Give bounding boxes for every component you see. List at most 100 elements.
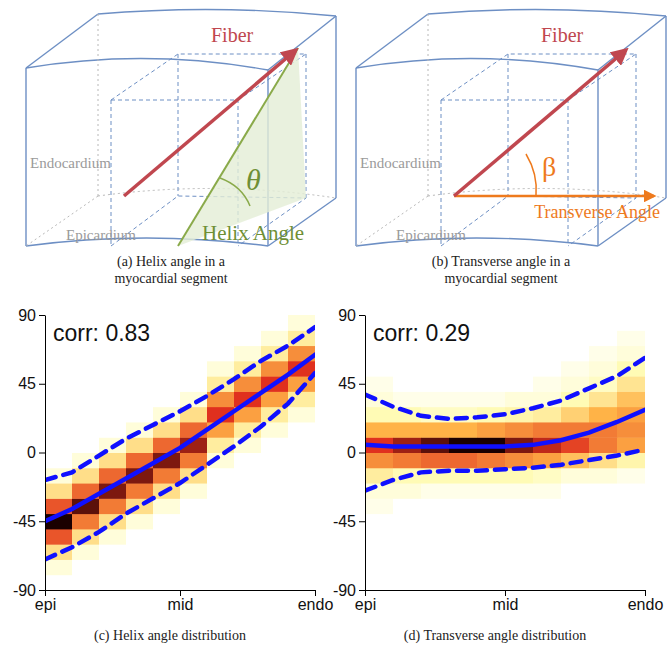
tick-label: mid [493,596,519,613]
caption: (a) Helix angle in a [117,254,226,270]
cell [449,514,478,530]
cell [153,498,181,514]
tick-label: 0 [347,444,356,461]
block-edge [356,58,598,70]
cell [589,559,618,575]
block-edge [26,14,98,68]
cell [477,361,506,377]
tick: -45 [333,513,365,530]
tick-label: endo [298,596,334,613]
x-axis: epimidendo [35,590,334,613]
cell [45,483,73,499]
cell [561,575,590,590]
cell [261,483,289,499]
cell [261,544,289,560]
cell [421,498,450,514]
cell [234,468,262,484]
cell [449,575,478,590]
cell [393,529,422,545]
axis-line [365,316,366,591]
cell [421,514,450,530]
inner-plane [306,54,307,198]
cell [72,544,100,560]
cell [561,529,590,545]
cell [126,361,154,377]
cell [589,575,618,590]
figure: FiberEndocardiumEpicardiumθHelix Angle(a… [0,0,672,658]
cell [72,468,100,484]
cell [99,361,127,377]
cell [617,559,645,575]
tick-mark [39,590,45,591]
cell [505,346,534,362]
cell [99,575,127,590]
cell [617,529,645,545]
block-edge [25,68,26,246]
tick: 90 [338,307,365,324]
cell [421,575,450,590]
tick: endo [298,590,334,613]
cell [72,361,100,377]
cell [393,498,422,514]
tick-mark [315,590,316,596]
tick: 0 [347,444,365,461]
cell [180,514,208,530]
cell [99,391,127,407]
cell [617,483,645,499]
tick-label: mid [168,596,194,613]
cell [234,346,262,362]
cell [261,529,289,545]
cell [126,437,154,453]
tick-mark [359,384,365,385]
cell [126,376,154,392]
cell [234,453,262,469]
cell [72,559,100,575]
tick-mark [505,590,506,596]
annotation: corr: 0.29 [373,320,470,346]
cell [477,483,506,499]
cell [234,514,262,530]
cell [449,361,478,377]
cell [505,315,534,331]
cell [207,559,235,575]
annotation: corr: 0.83 [53,320,150,346]
tick-label: 0 [27,444,36,461]
inner-plane [441,54,636,100]
cell [72,422,100,438]
cell [533,330,562,346]
cell [288,514,315,530]
tick-mark [365,590,366,596]
cell [45,575,73,590]
cell [477,575,506,590]
inner-plane [111,100,112,246]
angle-plane [178,48,306,246]
inner-plane [178,54,179,196]
tick: 45 [18,375,45,392]
cell [561,330,590,346]
cell [288,437,315,453]
cell [589,514,618,530]
surface-label: Epicardium [396,227,466,243]
cell [533,498,562,514]
caption: (d) Transverse angle distribution [404,628,586,644]
cell [477,330,506,346]
cell [288,453,315,469]
cell [207,498,235,514]
caption: myocardial segment [444,271,557,286]
block-edge [355,68,356,246]
cell [45,407,73,423]
cell [449,376,478,392]
cell [561,346,590,362]
cell [207,544,235,560]
diagram: FiberEndocardiumEpicardiumθHelix Angle(a… [26,9,336,286]
annotation-ground [371,319,472,347]
cell [261,559,289,575]
tick: -45 [13,513,45,530]
cell [365,544,394,560]
cell [617,391,645,407]
tick-label: -90 [13,582,36,599]
tick: endo [628,590,664,613]
cell [393,422,422,438]
cell [234,559,262,575]
helix-line [178,48,298,246]
